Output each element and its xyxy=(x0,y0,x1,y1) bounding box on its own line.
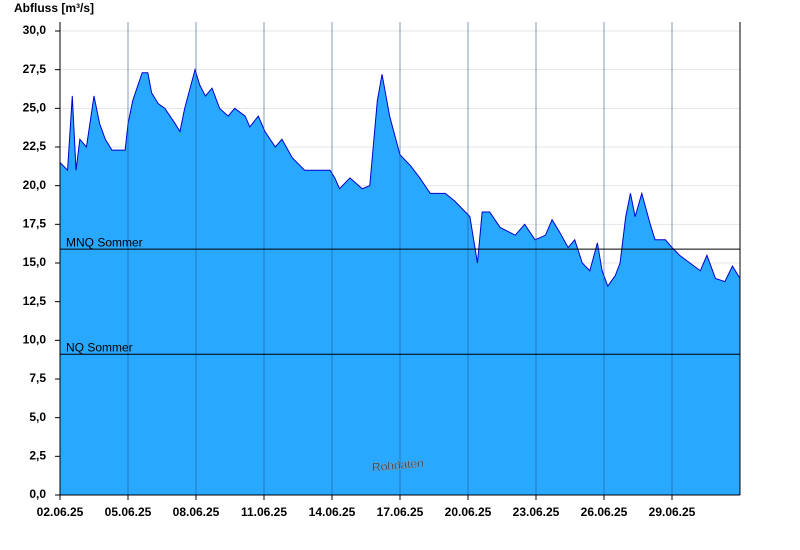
reference-label: NQ Sommer xyxy=(66,340,133,354)
y-tick-label: 7,5 xyxy=(29,371,46,385)
y-tick-label: 5,0 xyxy=(29,410,46,424)
x-tick-label: 02.06.25 xyxy=(37,505,84,519)
y-tick-label: 12,5 xyxy=(23,294,47,308)
x-tick-label: 05.06.25 xyxy=(105,505,152,519)
x-tick-label: 17.06.25 xyxy=(377,505,424,519)
y-tick-label: 15,0 xyxy=(23,255,47,269)
x-tick-label: 29.06.25 xyxy=(649,505,696,519)
y-tick-label: 30,0 xyxy=(23,23,47,37)
reference-label: MNQ Sommer xyxy=(66,235,143,249)
y-tick-label: 20,0 xyxy=(23,178,47,192)
y-tick-label: 27,5 xyxy=(23,62,47,76)
x-tick-label: 20.06.25 xyxy=(445,505,492,519)
x-tick-label: 23.06.25 xyxy=(513,505,560,519)
x-tick-label: 11.06.25 xyxy=(241,505,287,519)
x-tick-label: 14.06.25 xyxy=(309,505,356,519)
x-tick-label: 26.06.25 xyxy=(581,505,628,519)
x-tick-label: 08.06.25 xyxy=(173,505,220,519)
watermark: Rohdaten xyxy=(371,456,424,474)
y-tick-label: 17,5 xyxy=(23,217,47,231)
chart-title: Abfluss [m³/s] xyxy=(14,1,94,15)
y-tick-label: 0,0 xyxy=(29,487,46,501)
y-tick-label: 25,0 xyxy=(23,101,47,115)
y-tick-label: 10,0 xyxy=(23,333,47,347)
line xyxy=(59,67,741,288)
y-tick-label: 2,5 xyxy=(29,449,46,463)
y-tick-label: 22,5 xyxy=(23,139,47,153)
